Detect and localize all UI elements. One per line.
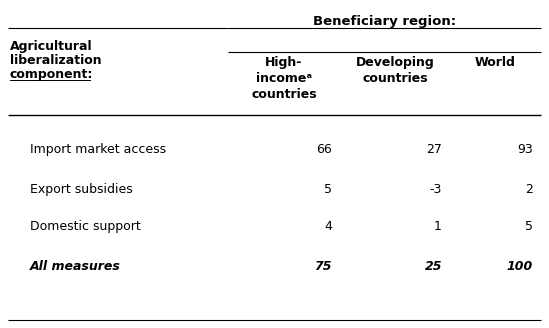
Text: 100: 100: [507, 260, 533, 273]
Text: 1: 1: [434, 220, 442, 233]
Text: 75: 75: [315, 260, 332, 273]
Text: 5: 5: [324, 183, 332, 196]
Text: All measures: All measures: [30, 260, 121, 273]
Text: Import market access: Import market access: [30, 143, 166, 156]
Text: Domestic support: Domestic support: [30, 220, 141, 233]
Text: 2: 2: [525, 183, 533, 196]
Text: -3: -3: [430, 183, 442, 196]
Text: 5: 5: [525, 220, 533, 233]
Text: 4: 4: [324, 220, 332, 233]
Text: Beneficiary region:: Beneficiary region:: [313, 15, 456, 28]
Text: 25: 25: [424, 260, 442, 273]
Text: Export subsidies: Export subsidies: [30, 183, 133, 196]
Text: 66: 66: [316, 143, 332, 156]
Text: 93: 93: [517, 143, 533, 156]
Text: Developing
countries: Developing countries: [356, 56, 434, 85]
Text: High-
incomeᵃ
countries: High- incomeᵃ countries: [251, 56, 317, 101]
Text: component:: component:: [10, 68, 93, 81]
Text: liberalization: liberalization: [10, 54, 102, 67]
Text: Agricultural: Agricultural: [10, 40, 93, 53]
Text: World: World: [475, 56, 516, 69]
Text: 27: 27: [426, 143, 442, 156]
